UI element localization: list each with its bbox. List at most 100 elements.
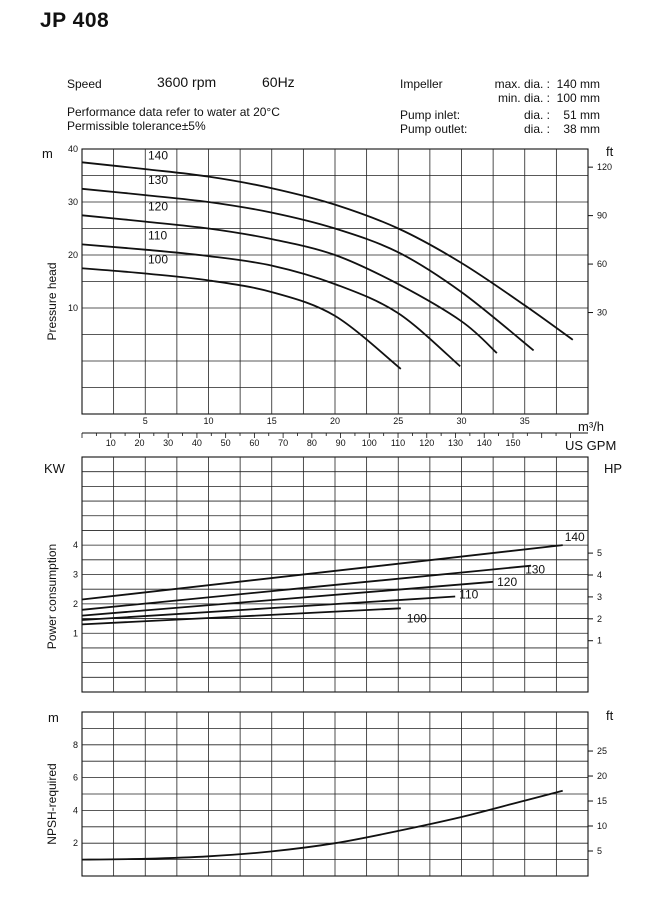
ft-tick-label: 5 bbox=[597, 846, 602, 856]
gpm-tick-label: 80 bbox=[307, 438, 317, 448]
performance-note: Performance data refer to water at 20°C bbox=[67, 105, 280, 119]
x-tick-label: 30 bbox=[456, 416, 466, 426]
pump-outlet-label: Pump outlet: bbox=[400, 122, 468, 136]
npsh-left-unit: m bbox=[48, 710, 59, 725]
max-dia-value: 140 mm bbox=[556, 77, 600, 91]
head-curve-label: 110 bbox=[148, 228, 167, 242]
gpm-tick-label: 70 bbox=[278, 438, 288, 448]
head-curve-100 bbox=[81, 267, 402, 370]
power-y-axis-label: Power consumption bbox=[45, 544, 59, 649]
x-tick-label: 10 bbox=[203, 416, 213, 426]
head-curve-110 bbox=[81, 243, 461, 367]
hp-tick-label: 3 bbox=[597, 592, 602, 602]
power-curve-100 bbox=[81, 607, 401, 626]
power-chart: KW HP 1 2 3 4 1 2 3 4 5 Power consumption 140 130 120 1… bbox=[44, 456, 622, 693]
power-curve-label: 100 bbox=[407, 611, 427, 625]
head-left-unit: m bbox=[42, 146, 53, 161]
head-curve-label: 130 bbox=[148, 173, 168, 187]
gpm-tick-label: 60 bbox=[249, 438, 259, 448]
head-right-unit: ft bbox=[606, 144, 614, 159]
power-curve-130 bbox=[81, 564, 532, 611]
gpm-tick-label: 30 bbox=[163, 438, 173, 448]
y-tick-label: 30 bbox=[68, 197, 78, 207]
y-tick-label: 2 bbox=[73, 599, 78, 609]
y-tick-label: 4 bbox=[73, 540, 78, 550]
hp-tick-label: 2 bbox=[597, 614, 602, 624]
power-curve-label: 110 bbox=[459, 588, 478, 602]
power-curve-label: 130 bbox=[525, 563, 545, 577]
npsh-curve bbox=[81, 789, 563, 861]
head-curve-label: 100 bbox=[148, 252, 168, 266]
gpm-tick-label: 150 bbox=[505, 438, 520, 448]
ft-tick-label: 10 bbox=[597, 821, 607, 831]
y-tick-label: 4 bbox=[73, 805, 78, 815]
power-curve-label: 120 bbox=[497, 575, 517, 589]
max-dia-label: max. dia. : bbox=[494, 77, 550, 91]
power-curve-140 bbox=[81, 544, 563, 601]
outlet-dia-label: dia. : bbox=[523, 122, 550, 136]
power-curve-110 bbox=[81, 595, 456, 621]
npsh-right-unit: ft bbox=[606, 708, 614, 723]
y-tick-label: 6 bbox=[73, 773, 78, 783]
x-tick-label: 35 bbox=[520, 416, 530, 426]
y-tick-label: 1 bbox=[73, 628, 78, 638]
head-chart: m ft 10 20 30 40 30 60 90 120 Pressure head 5 10 15 20… bbox=[42, 144, 616, 453]
gpm-tick-label: 130 bbox=[448, 438, 463, 448]
gpm-tick-label: 50 bbox=[221, 438, 231, 448]
frequency-value: 60Hz bbox=[262, 74, 295, 90]
pump-inlet-label: Pump inlet: bbox=[400, 108, 461, 122]
power-left-unit: KW bbox=[44, 461, 66, 476]
y-tick-label: 2 bbox=[73, 838, 78, 848]
hp-tick-label: 4 bbox=[597, 570, 602, 580]
y-tick-label: 10 bbox=[68, 303, 78, 313]
min-dia-value: 100 mm bbox=[556, 91, 600, 105]
gpm-tick-label: 20 bbox=[134, 438, 144, 448]
y-tick-label: 3 bbox=[73, 570, 78, 580]
tolerance-note: Permissible tolerance±5% bbox=[67, 119, 206, 133]
head-curve-label: 140 bbox=[148, 148, 168, 162]
x-tick-label: 15 bbox=[267, 416, 277, 426]
power-curve-120 bbox=[81, 580, 494, 617]
head-curve-120 bbox=[81, 214, 498, 354]
npsh-y-axis-label: NPSH-required bbox=[45, 763, 59, 844]
gpm-tick-label: 10 bbox=[106, 438, 116, 448]
ft-tick-label: 30 bbox=[597, 308, 607, 318]
head-curve-140 bbox=[81, 161, 574, 341]
x-tick-label: 25 bbox=[393, 416, 403, 426]
y-tick-label: 8 bbox=[73, 740, 78, 750]
hp-tick-label: 1 bbox=[597, 636, 602, 646]
min-dia-label: min. dia. : bbox=[497, 91, 550, 105]
gpm-unit-label: US GPM bbox=[565, 438, 616, 453]
y-tick-label: 20 bbox=[68, 250, 78, 260]
inlet-dia-label: dia. : bbox=[523, 108, 550, 122]
ft-tick-label: 15 bbox=[597, 796, 607, 806]
power-right-unit: HP bbox=[604, 461, 622, 476]
gpm-tick-label: 120 bbox=[419, 438, 434, 448]
ft-tick-label: 25 bbox=[597, 746, 607, 756]
gpm-tick-label: 90 bbox=[336, 438, 346, 448]
ft-tick-label: 120 bbox=[597, 162, 612, 172]
npsh-chart: m ft 2 4 6 8 5 10 15 20 25 NPSH-required bbox=[45, 708, 614, 877]
speed-value: 3600 rpm bbox=[157, 74, 217, 90]
ft-tick-label: 20 bbox=[597, 771, 607, 781]
head-y-axis-label: Pressure head bbox=[45, 262, 59, 340]
x-tick-label: 20 bbox=[330, 416, 340, 426]
ft-tick-label: 60 bbox=[597, 259, 607, 269]
ft-tick-label: 90 bbox=[597, 211, 607, 221]
speed-label: Speed bbox=[67, 77, 102, 91]
head-curve-130 bbox=[81, 187, 535, 352]
impeller-label: Impeller bbox=[400, 77, 443, 91]
inlet-dia-value: 51 mm bbox=[563, 108, 600, 122]
hp-tick-label: 5 bbox=[597, 548, 602, 558]
page-title: JP 408 bbox=[40, 9, 110, 32]
outlet-dia-value: 38 mm bbox=[563, 122, 600, 136]
gpm-tick-label: 140 bbox=[477, 438, 492, 448]
x-tick-label: 5 bbox=[143, 416, 148, 426]
head-curve-label: 120 bbox=[148, 199, 168, 213]
gpm-tick-label: 100 bbox=[362, 438, 377, 448]
flow-unit-label: m³/h bbox=[578, 419, 604, 434]
y-tick-label: 40 bbox=[68, 144, 78, 154]
gpm-tick-label: 110 bbox=[391, 438, 405, 448]
power-curve-label: 140 bbox=[565, 530, 585, 544]
